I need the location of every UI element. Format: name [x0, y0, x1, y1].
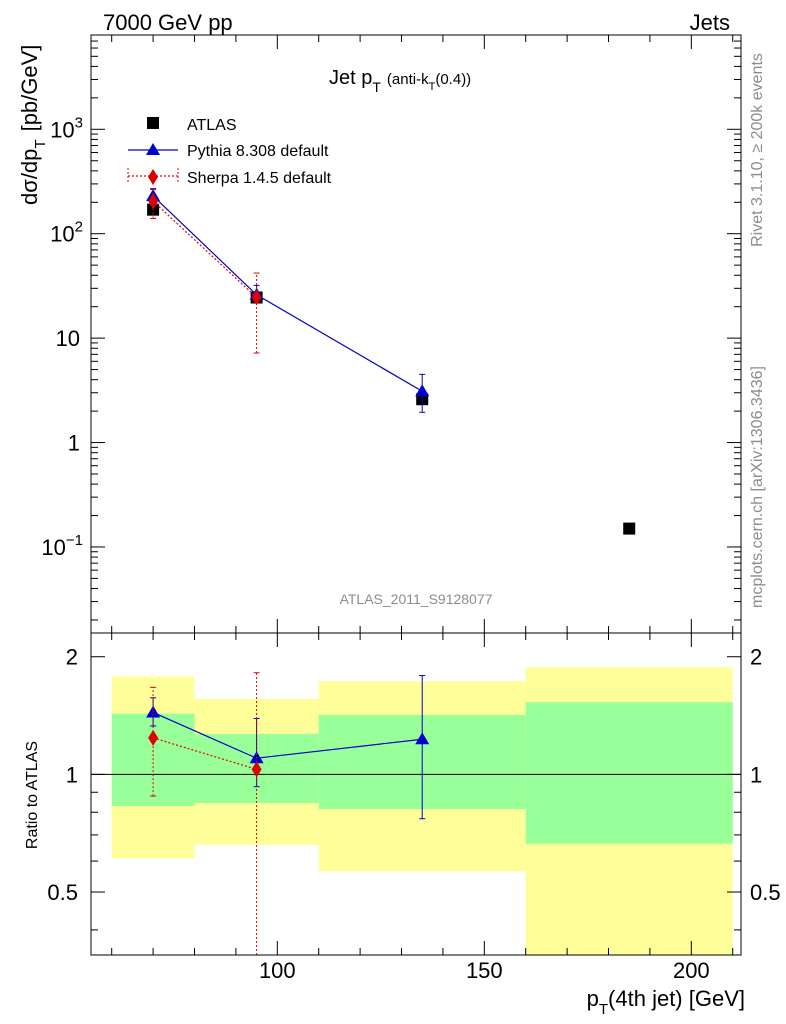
- main-plot-area: [146, 188, 636, 535]
- ratio-uncertainty-band-inner: [525, 702, 733, 844]
- mcplots-reference-label: mcplots.cern.ch [arXiv:1306.3436]: [749, 366, 766, 608]
- ratio-panel: 0.5 0.5 1 1 2 2 100 150 200 Ratio to ATLAS pT(4…: [24, 632, 781, 1018]
- main-panel: 10−1 1 10 102 103 Jet pT (anti-kT(0.4)) dσ/dp…: [17, 34, 742, 634]
- legend-sherpa-marker: [148, 169, 158, 185]
- x-tick-label: 150: [466, 958, 503, 983]
- x-tick-labels: 100 150 200: [259, 958, 710, 983]
- ratio-y-tick-labels: 0.5 0.5 1 1 2 2: [47, 645, 780, 905]
- process-label: Jets: [690, 10, 730, 35]
- legend-atlas-label: ATLAS: [187, 117, 237, 134]
- x-axis-label: pT(4th jet) [GeV]: [587, 986, 745, 1018]
- main-pythia-line: [152, 195, 423, 392]
- ratio-y-tick-label-left: 0.5: [47, 880, 78, 905]
- ratio-y-axis-label: Ratio to ATLAS: [24, 741, 41, 849]
- ratio-y-tick-label-right: 1: [750, 762, 762, 787]
- ratio-sherpa-point: [251, 761, 262, 778]
- ratio-frame: [90, 632, 742, 956]
- legend-pythia-marker: [146, 143, 160, 155]
- main-sherpa-point: [148, 193, 159, 210]
- ratio-pythia-point: [415, 732, 430, 745]
- legend-pythia-label: Pythia 8.308 default: [187, 143, 329, 160]
- main-y-tick-label: 1: [68, 431, 80, 456]
- legend: ATLAS Pythia 8.308 default Sherpa 1.4.5 …: [127, 117, 332, 187]
- ratio-tick-marks: [91, 633, 741, 955]
- energy-label: 7000 GeV pp: [103, 10, 233, 35]
- main-pythia-point: [415, 384, 430, 397]
- ratio-y-tick-label-right: 0.5: [750, 880, 781, 905]
- main-sherpa-point: [251, 289, 262, 306]
- rivet-events-label: Rivet 3.1.10, ≥ 200k events: [749, 53, 766, 247]
- main-y-tick-label: 10−1: [41, 532, 83, 560]
- ratio-y-tick-label-left: 1: [66, 762, 78, 787]
- x-tick-label: 200: [673, 958, 710, 983]
- ratio-y-tick-label-left: 2: [66, 645, 78, 670]
- plot-title: Jet pT (anti-kT(0.4)): [329, 67, 471, 95]
- main-y-tick-label: 10: [56, 326, 80, 351]
- main-atlas-point: [623, 522, 636, 535]
- legend-atlas-marker: [147, 117, 159, 129]
- ratio-plot-area: [91, 667, 741, 956]
- main-y-tick-label: 102: [50, 219, 83, 247]
- y-axis-label: dσ/dpT[pb/GeV]: [17, 45, 49, 205]
- main-tick-marks: [91, 34, 741, 633]
- x-tick-label: 100: [259, 958, 296, 983]
- ratio-y-tick-label-right: 2: [750, 645, 762, 670]
- legend-sherpa-label: Sherpa 1.4.5 default: [187, 170, 332, 187]
- main-y-tick-label: 103: [50, 114, 83, 142]
- main-y-tick-labels: 10−1 1 10 102 103: [41, 114, 83, 560]
- main-sherpa-line: [152, 200, 258, 298]
- analysis-id: ATLAS_2011_S9128077: [340, 591, 493, 607]
- ratio-sherpa-point: [148, 729, 159, 746]
